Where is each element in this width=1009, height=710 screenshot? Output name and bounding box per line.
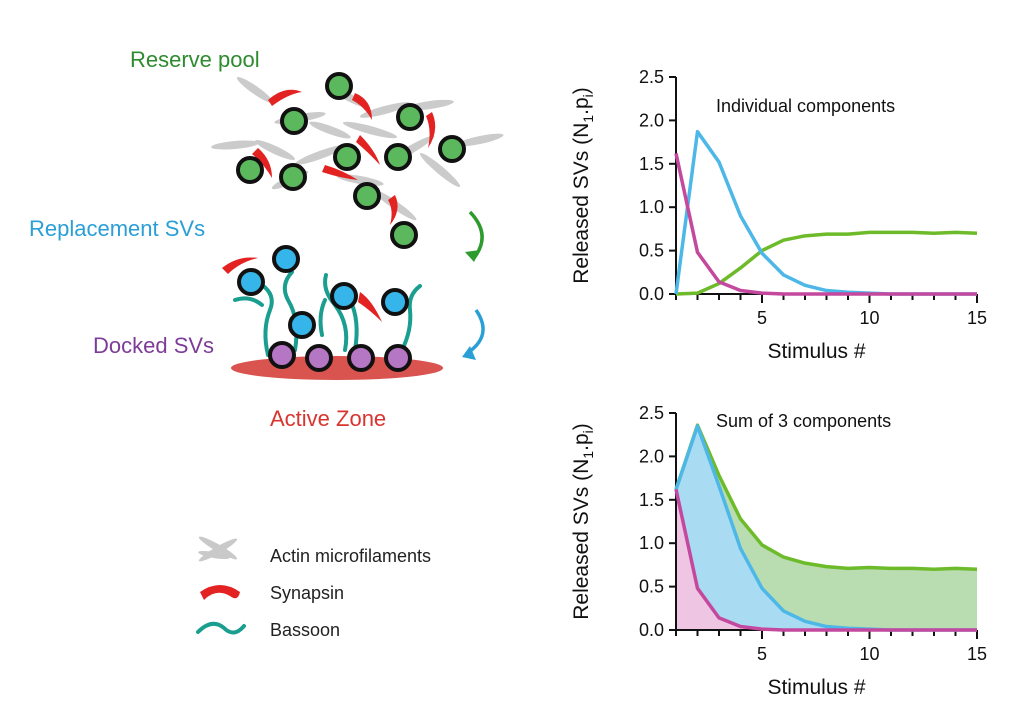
actin-legend-icon [198,536,238,562]
series-line-0 [674,423,978,571]
y-tick-label: 2.0 [639,446,664,466]
docked-svs-label: Docked SVs [93,333,214,358]
y-tick-label: 0.0 [639,620,664,640]
y-tick-label: 1.5 [639,154,664,174]
legend: Actin microfilaments Synapsin Bassoon [196,536,431,640]
mobilization-arrow-green [465,210,484,262]
y-tick-label: 1.5 [639,490,664,510]
y-axis-label: Released SVs (N1.pi) [570,87,596,284]
series-line-0 [675,230,978,296]
chart-title: Sum of 3 components [716,411,891,431]
replacement-svs-label: Replacement SVs [29,216,205,241]
mobilization-arrow-blue [462,309,485,360]
docked-svs [268,341,412,372]
y-tick-label: 0.5 [639,241,664,261]
y-tick-label: 1.0 [639,533,664,553]
series-line-1 [674,129,977,296]
x-tick-label: 5 [757,644,767,664]
x-tick-label: 15 [967,308,987,328]
series-line-2 [674,489,977,632]
x-tick-label: 15 [967,644,987,664]
y-tick-label: 2.5 [639,67,664,87]
series-line-2 [674,153,977,296]
chart-title: Individual components [716,96,895,116]
y-axis-label: Released SVs (N1.pi) [570,423,596,620]
synapsin-near-az [222,257,382,322]
x-tick-label: 5 [757,308,767,328]
bassoon-legend-icon [196,621,246,635]
synapsin-legend-icon [200,585,240,600]
chart-individual-components: 0.0 0.5 1.0 1.5 2.0 2.5 5 10 15 Individual compon… [570,67,987,363]
chart-sum-of-components: 0.0 0.5 1.0 1.5 2.0 2.5 5 10 15 Sum of 3 componen… [570,403,987,699]
synapse-diagram: Reserve pool Replacement SVs Docked SVs … [29,47,504,640]
y-tick-label: 1.0 [639,197,664,217]
area-fill-series-2 [676,489,977,630]
replacement-svs [237,245,409,339]
synapsin-group [252,89,436,225]
active-zone-label: Active Zone [270,406,386,431]
reserve-pool-label: Reserve pool [130,47,260,72]
y-tick-label: 0.0 [639,284,664,304]
synapsin-legend-label: Synapsin [270,583,344,603]
y-tick-label: 2.5 [639,403,664,423]
x-tick-label: 10 [859,644,879,664]
actin-legend-label: Actin microfilaments [270,546,431,566]
x-axis-label: Stimulus # [767,340,865,363]
x-axis-label: Stimulus # [767,676,865,699]
x-tick-label: 10 [859,308,879,328]
reserve-svs [236,72,466,249]
y-tick-label: 2.0 [639,110,664,130]
area-fill-series-1 [676,426,977,630]
bassoon-legend-label: Bassoon [270,620,340,640]
y-tick-label: 0.5 [639,577,664,597]
